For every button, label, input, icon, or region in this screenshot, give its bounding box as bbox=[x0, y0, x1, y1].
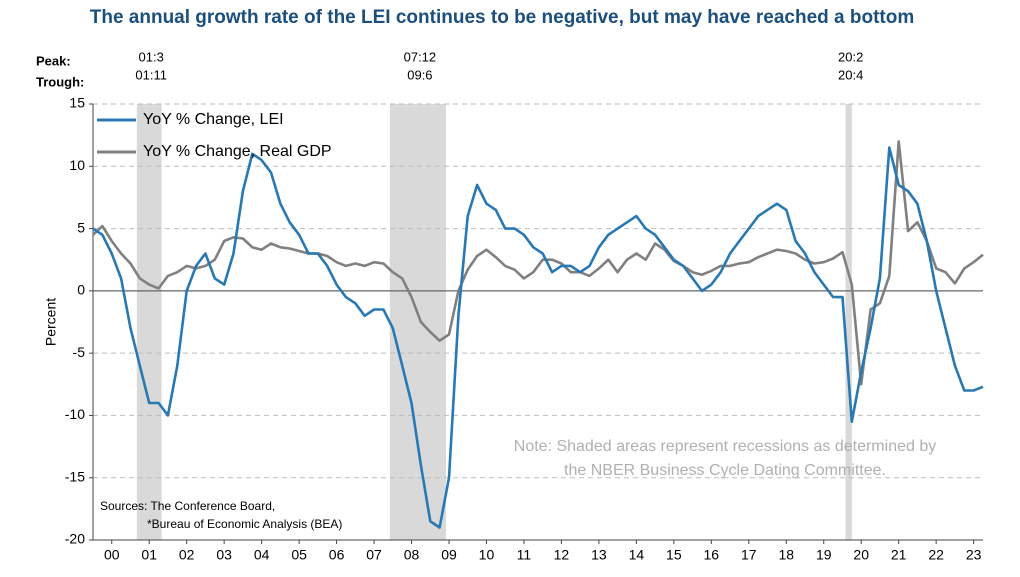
recession-band bbox=[389, 104, 447, 540]
y-tick-label: 10 bbox=[69, 157, 85, 173]
x-tick-label: 15 bbox=[666, 547, 682, 563]
recession-band bbox=[136, 104, 162, 540]
x-tick-label: 00 bbox=[104, 547, 120, 563]
plot-foreground bbox=[89, 103, 984, 544]
source: *Bureau of Economic Analysis (BEA) bbox=[147, 517, 342, 531]
y-tick-label: 5 bbox=[77, 219, 85, 235]
source: Sources: The Conference Board, bbox=[100, 499, 275, 513]
x-tick-label: 08 bbox=[404, 547, 420, 563]
y-tick-label: -10 bbox=[65, 406, 85, 422]
x-tick-label: 11 bbox=[517, 547, 532, 563]
recession-peak: 01:3 bbox=[139, 49, 164, 64]
x-tick-label: 05 bbox=[291, 547, 307, 563]
x-tick-label: 01 bbox=[141, 547, 157, 563]
x-tick-label: 10 bbox=[479, 547, 495, 563]
y-tick-label: -5 bbox=[73, 344, 86, 360]
y-tick-label: 0 bbox=[77, 282, 85, 298]
y-tick-label: 15 bbox=[69, 95, 85, 111]
x-tick-label: 12 bbox=[554, 547, 570, 563]
series-line bbox=[92, 140, 984, 386]
x-tick-label: 19 bbox=[816, 547, 832, 563]
recession-trough: 01:11 bbox=[135, 67, 167, 82]
recession-band bbox=[845, 104, 852, 540]
x-tick-label: 23 bbox=[966, 547, 982, 563]
x-tick-label: 09 bbox=[441, 547, 457, 563]
recession-peak: 07:12 bbox=[404, 49, 437, 64]
legend-label: YoY % Change, Real GDP bbox=[143, 143, 332, 160]
x-tick-label: 06 bbox=[329, 547, 345, 563]
recession-trough: 09:6 bbox=[407, 67, 432, 82]
recession-trough: 20:4 bbox=[838, 67, 863, 82]
peak-label: Peak: bbox=[36, 53, 71, 68]
x-tick-label: 14 bbox=[629, 547, 645, 563]
trough-label: Trough: bbox=[36, 74, 84, 89]
x-tick-label: 22 bbox=[928, 547, 944, 563]
x-tick-label: 13 bbox=[591, 547, 607, 563]
x-tick-label: 20 bbox=[853, 547, 869, 563]
chart-title: The annual growth rate of the LEI contin… bbox=[90, 7, 915, 28]
x-tick-label: 03 bbox=[216, 547, 232, 563]
legend-label: YoY % Change, LEI bbox=[143, 111, 284, 128]
series-line bbox=[92, 146, 984, 529]
recession-peak: 20:2 bbox=[838, 49, 863, 64]
x-tick-label: 18 bbox=[778, 547, 794, 563]
y-tick-label: -15 bbox=[65, 468, 85, 484]
y-axis-label: Percent bbox=[43, 298, 59, 346]
x-tick-label: 07 bbox=[366, 547, 382, 563]
x-tick-label: 04 bbox=[254, 547, 270, 563]
note: the NBER Business Cycle Dating Committee… bbox=[564, 462, 886, 479]
note: Note: Shaded areas represent recessions … bbox=[514, 438, 936, 455]
x-tick-label: 16 bbox=[704, 547, 720, 563]
x-tick-label: 17 bbox=[741, 547, 757, 563]
x-tick-label: 02 bbox=[179, 547, 195, 563]
y-tick-label: -20 bbox=[65, 531, 85, 547]
x-tick-label: 21 bbox=[891, 547, 907, 563]
